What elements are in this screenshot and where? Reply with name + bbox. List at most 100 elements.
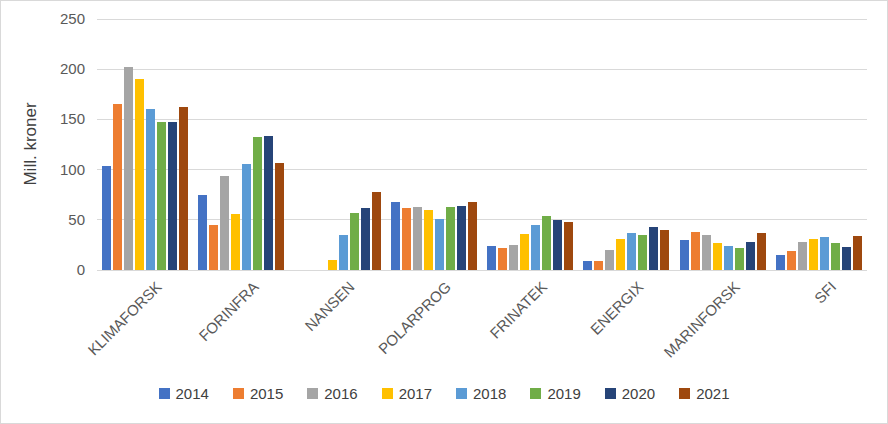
bar-group-frinatek: [482, 19, 578, 270]
legend-label: 2017: [399, 385, 432, 402]
bar-nansen-2020: [361, 208, 370, 270]
legend-label: 2014: [176, 385, 209, 402]
bar-energix-2014: [583, 261, 592, 270]
legend-item-2016: 2016: [307, 385, 357, 402]
legend-item-2021: 2021: [679, 385, 729, 402]
bar-group-marinforsk: [675, 19, 771, 270]
legend-label: 2016: [324, 385, 357, 402]
bar-klimaforsk-2016: [124, 67, 133, 270]
legend-item-2020: 2020: [605, 385, 655, 402]
bar-frinatek-2016: [509, 245, 518, 270]
bar-polarprog-2015: [402, 208, 411, 270]
bar-polarprog-2020: [457, 206, 466, 270]
bar-klimaforsk-2018: [146, 109, 155, 270]
bar-group-sfi: [771, 19, 867, 270]
bar-polarprog-2016: [413, 207, 422, 270]
legend-swatch-icon: [382, 388, 393, 399]
bar-klimaforsk-2015: [113, 104, 122, 270]
bar-frinatek-2018: [531, 225, 540, 270]
bar-energix-2016: [605, 250, 614, 270]
legend-swatch-icon: [307, 388, 318, 399]
bar-energix-2020: [649, 227, 658, 270]
bar-marinforsk-2016: [702, 235, 711, 270]
bar-marinforsk-2017: [713, 243, 722, 270]
x-category-label-nansen: NANSEN: [301, 278, 357, 334]
bar-sfi-2016: [798, 242, 807, 270]
bar-energix-2017: [616, 239, 625, 270]
x-category-label-klimaforsk: KLIMAFORSK: [85, 278, 165, 358]
bar-forinfra-2021: [275, 163, 284, 270]
bar-frinatek-2015: [498, 248, 507, 270]
bar-marinforsk-2018: [724, 246, 733, 270]
bar-energix-2018: [627, 233, 636, 270]
bar-nansen-2018: [339, 235, 348, 270]
x-category-label-sfi: SFI: [810, 278, 839, 307]
bar-polarprog-2018: [435, 219, 444, 270]
legend-item-2019: 2019: [530, 385, 580, 402]
bar-klimaforsk-2021: [179, 107, 188, 270]
bar-sfi-2018: [820, 237, 829, 270]
bar-sfi-2019: [831, 243, 840, 270]
x-category-label-frinatek: FRINATEK: [486, 278, 550, 342]
bar-sfi-2017: [809, 239, 818, 270]
bar-marinforsk-2019: [735, 248, 744, 270]
bar-sfi-2015: [787, 251, 796, 270]
bar-groups: [97, 19, 867, 270]
y-tick-label: 250: [33, 10, 85, 28]
legend-swatch-icon: [159, 388, 170, 399]
bar-forinfra-2015: [209, 225, 218, 270]
bar-group-forinfra: [193, 19, 289, 270]
bar-marinforsk-2014: [680, 240, 689, 270]
bar-chart: Mill. kroner 050100150200250 KLIMAFORSKF…: [0, 0, 888, 424]
bar-energix-2019: [638, 235, 647, 270]
bar-energix-2015: [594, 261, 603, 270]
y-tick-label: 0: [33, 261, 85, 279]
bar-sfi-2020: [842, 247, 851, 270]
y-tick-label: 100: [33, 161, 85, 179]
legend-label: 2021: [696, 385, 729, 402]
bar-nansen-2019: [350, 213, 359, 270]
legend-item-2014: 2014: [159, 385, 209, 402]
legend-swatch-icon: [456, 388, 467, 399]
bar-group-nansen: [290, 19, 386, 270]
bar-forinfra-2019: [253, 137, 262, 271]
legend-item-2015: 2015: [233, 385, 283, 402]
bar-group-polarprog: [386, 19, 482, 270]
plot-area: [97, 19, 867, 270]
legend-swatch-icon: [679, 388, 690, 399]
bar-frinatek-2019: [542, 216, 551, 270]
bar-marinforsk-2015: [691, 232, 700, 270]
bar-klimaforsk-2020: [168, 122, 177, 270]
x-category-label-polarprog: POLARPROG: [375, 278, 454, 357]
bar-polarprog-2021: [468, 202, 477, 270]
bar-forinfra-2017: [231, 214, 240, 270]
legend-label: 2020: [622, 385, 655, 402]
bar-sfi-2014: [776, 255, 785, 270]
y-tick-label: 150: [33, 110, 85, 128]
bar-group-energix: [578, 19, 674, 270]
legend-label: 2019: [547, 385, 580, 402]
bar-frinatek-2014: [487, 246, 496, 270]
bar-sfi-2021: [853, 236, 862, 270]
bar-forinfra-2014: [198, 195, 207, 270]
legend-label: 2018: [473, 385, 506, 402]
bar-frinatek-2017: [520, 234, 529, 270]
x-category-label-marinforsk: MARINFORSK: [660, 278, 743, 361]
legend-item-2018: 2018: [456, 385, 506, 402]
bar-nansen-2021: [372, 192, 381, 270]
legend-label: 2015: [250, 385, 283, 402]
legend-swatch-icon: [605, 388, 616, 399]
bar-forinfra-2016: [220, 176, 229, 270]
bar-frinatek-2020: [553, 220, 562, 270]
legend-item-2017: 2017: [382, 385, 432, 402]
x-category-label-energix: ENERGIX: [587, 278, 647, 338]
bar-frinatek-2021: [564, 222, 573, 270]
bar-marinforsk-2020: [746, 242, 755, 270]
x-category-label-forinfra: FORINFRA: [195, 278, 261, 344]
bar-klimaforsk-2014: [102, 166, 111, 270]
y-tick-label: 200: [33, 60, 85, 78]
bar-nansen-2017: [328, 260, 337, 270]
legend-swatch-icon: [233, 388, 244, 399]
legend-swatch-icon: [530, 388, 541, 399]
bar-polarprog-2017: [424, 210, 433, 270]
